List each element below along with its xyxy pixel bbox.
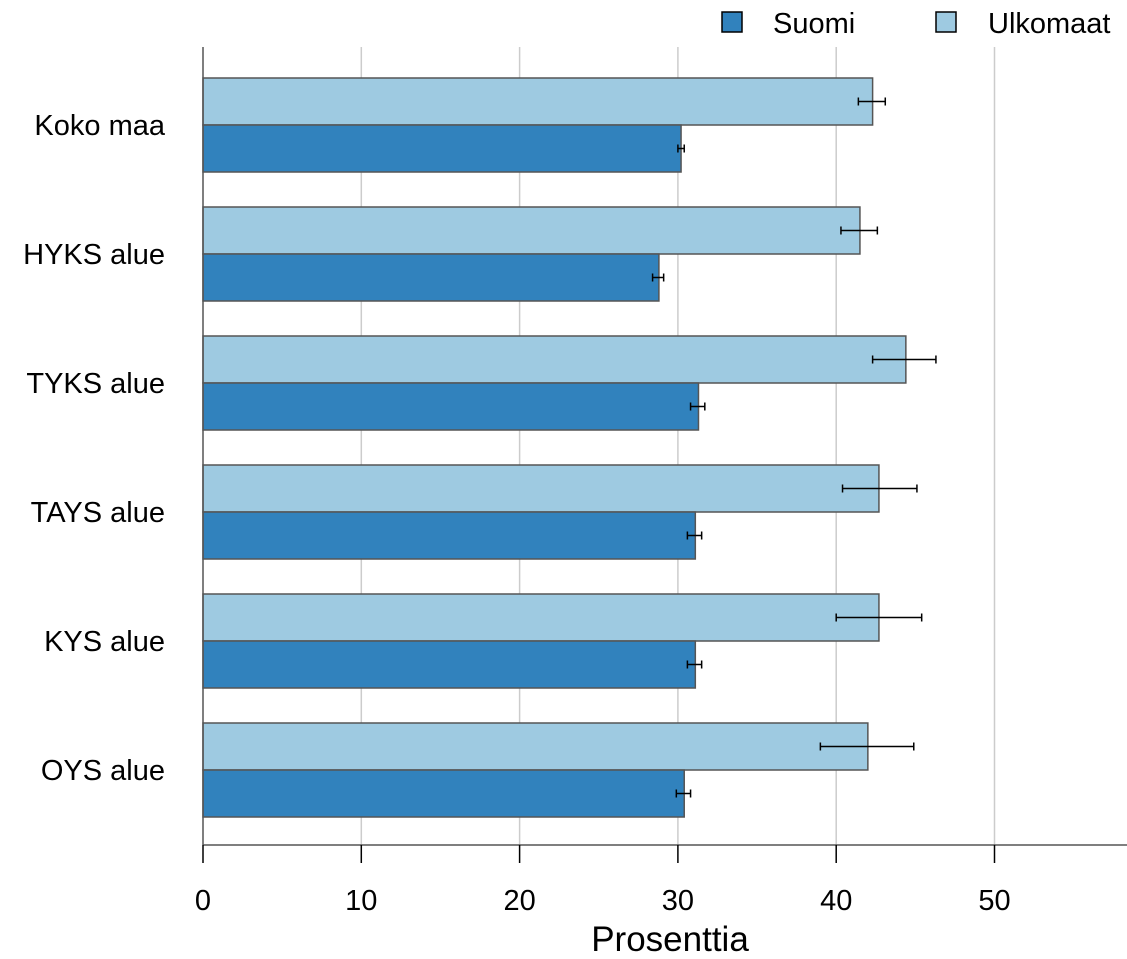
bar-ulkomaat — [202, 335, 907, 384]
category-label: OYS alue — [41, 755, 165, 787]
x-axis-title: Prosenttia — [591, 920, 749, 959]
x-tick-label: 10 — [345, 885, 377, 917]
grid-lines — [360, 47, 996, 845]
bars — [202, 77, 907, 818]
legend-swatch-suomi — [721, 11, 743, 33]
x-ticks: 0 10 20 30 40 50 — [195, 845, 1011, 917]
bar-suomi — [202, 382, 700, 431]
category-label: KYS alue — [44, 626, 165, 658]
category-label: HYKS alue — [23, 239, 165, 271]
bar-ulkomaat — [202, 77, 874, 126]
x-tick-label: 50 — [978, 885, 1010, 917]
x-tick-label: 30 — [662, 885, 694, 917]
bar-ulkomaat — [202, 593, 880, 642]
bar-suomi — [202, 511, 697, 560]
error-bars — [651, 97, 937, 798]
bar-ulkomaat — [202, 464, 880, 513]
bar-ulkomaat — [202, 722, 869, 771]
category-label: Koko maa — [34, 110, 165, 142]
bar-ulkomaat — [202, 206, 861, 255]
legend: Suomi Ulkomaat — [721, 8, 1111, 40]
bar-suomi — [202, 253, 660, 302]
bar-suomi — [202, 769, 685, 818]
bar-suomi — [202, 124, 682, 173]
x-tick-label: 40 — [820, 885, 852, 917]
bar-suomi — [202, 640, 697, 689]
x-tick-label: 0 — [195, 885, 211, 917]
legend-label-ulkomaat: Ulkomaat — [988, 8, 1111, 40]
axes — [202, 47, 1127, 846]
y-category-labels: Koko maa HYKS alue TYKS alue TAYS alue KYS a… — [23, 110, 166, 787]
x-tick-label: 20 — [503, 885, 535, 917]
legend-label-suomi: Suomi — [773, 8, 855, 40]
legend-swatch-ulkomaat — [935, 11, 957, 33]
category-label: TAYS alue — [31, 497, 165, 529]
category-label: TYKS alue — [26, 368, 165, 400]
